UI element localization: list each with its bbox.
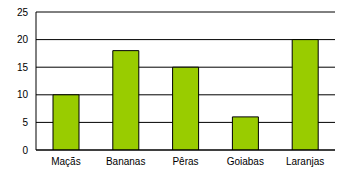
svg-text:Pêras: Pêras xyxy=(172,156,198,167)
svg-text:15: 15 xyxy=(17,62,29,73)
svg-text:Maçãs: Maçãs xyxy=(51,156,80,167)
svg-text:10: 10 xyxy=(17,89,29,100)
svg-text:Goiabas: Goiabas xyxy=(227,156,264,167)
svg-text:Bananas: Bananas xyxy=(106,156,145,167)
svg-text:20: 20 xyxy=(17,34,29,45)
svg-text:Laranjas: Laranjas xyxy=(286,156,324,167)
svg-text:5: 5 xyxy=(22,117,28,128)
svg-text:25: 25 xyxy=(17,8,29,18)
svg-text:0: 0 xyxy=(22,145,28,156)
